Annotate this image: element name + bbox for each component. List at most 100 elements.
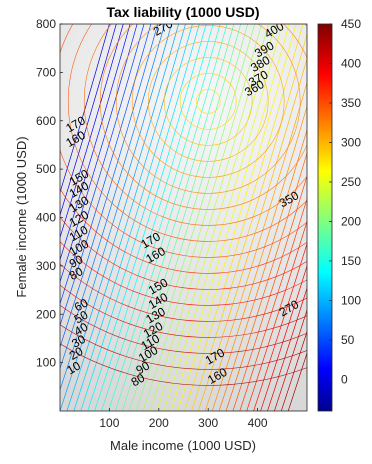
contour-ring [131,25,285,178]
contour-line [60,24,166,370]
contour-line [60,24,117,217]
contour-line [60,24,138,284]
contour-line [73,24,193,411]
x-tick-label: 400 [248,416,268,430]
contour-label: 90 [134,358,153,377]
x-tick-label: 100 [99,416,119,430]
contour-ring [60,216,307,290]
contour-label: 80 [129,370,148,389]
contour-ring [60,304,307,354]
colorbar: 0 50 100 150 200 250 300 350 400 450 [317,17,361,412]
x-tick-label: 200 [149,416,169,430]
contour-ring [60,188,307,274]
contour-ring [163,57,253,146]
contour-line [280,330,307,411]
x-axis-label: Male income (1000 USD) [110,438,256,453]
contour-line [184,24,304,411]
contour-line [260,264,307,411]
contour-line [142,24,262,411]
contour-line [204,81,307,411]
plot-area: 1701601501401301201101009080605040302010… [59,23,308,412]
contour-line [267,287,307,411]
contour-line [114,24,235,411]
colorbar-tick-label: 200 [341,214,361,228]
contour-line [239,197,307,411]
contour-line [149,24,269,411]
y-tick-label: 100 [36,356,56,370]
contour-label: 40 [72,320,91,339]
contour-ring [67,24,307,242]
y-tick-label: 600 [36,114,56,128]
chart-title: Tax liability (1000 USD) [106,4,259,20]
contour-line [156,24,276,411]
contour-label: 90 [67,252,86,271]
y-tick-label: 700 [36,65,56,79]
contour-line [197,57,307,411]
contour-ring [60,343,307,386]
contour-line [60,24,172,392]
contour-line [108,24,228,411]
contour-line [211,105,307,411]
contour-line [253,242,307,411]
contour-ring [179,73,237,130]
contour-ring [60,241,307,306]
contour-line [121,24,242,411]
contour-label: 80 [67,264,86,283]
contour-ring [83,24,307,226]
contour-ring [60,24,307,258]
y-tick-label: 800 [36,17,56,31]
colorbar-tick-label: 50 [341,333,355,347]
contour-line [177,24,297,411]
contour-line [170,24,290,411]
contour-ring [60,284,307,338]
contour-line [80,24,200,411]
contour-line [287,352,307,411]
x-axis-ticks: 100 200 300 400 [99,408,268,430]
colorbar-tick-label: 250 [341,175,361,189]
contour-line [163,24,283,411]
contour-line [60,24,159,349]
contour-label: 60 [72,295,91,314]
colorbar-tick-label: 300 [341,135,361,149]
contour-lines [60,24,307,411]
colorbar-tick-label: 450 [341,17,361,31]
contour-label: 20 [67,344,86,363]
contour-ring [115,24,301,194]
colorbar-tick-label: 100 [341,293,361,307]
contour-ring [99,24,307,210]
colorbar-tick-label: 150 [341,254,361,268]
colorbar-tick-label: 350 [341,96,361,110]
contour-line [66,24,186,411]
y-tick-label: 300 [36,259,56,273]
contour-ring [60,324,307,370]
contour-ring [195,89,221,114]
contour-line [60,24,110,194]
y-axis-ticks: 100 200 300 400 500 600 700 800 [36,17,63,370]
contour-line [60,24,179,411]
contour-line [94,24,214,411]
contour-ring [147,41,269,162]
contour-line [101,24,221,411]
colorbar-ticks: 0 50 100 150 200 250 300 350 400 450 [329,17,361,386]
contour-line [218,128,307,411]
contour-line [87,24,207,411]
contour-label: 10 [64,358,83,377]
colorbar-tick-label: 400 [341,56,361,70]
contour-line [60,24,124,239]
colorbar-gradient [317,23,333,412]
contour-line [274,308,307,411]
contour-line [128,24,249,411]
contour-label: 50 [72,308,91,327]
colorbar-tick-label: 0 [341,372,348,386]
contour-line [246,220,307,411]
y-tick-label: 500 [36,162,56,176]
contour-line [191,33,307,411]
contour-line [60,24,152,327]
contour-line [135,24,255,411]
contour-line [60,24,145,305]
contour-line [225,151,307,411]
contour-label: 30 [69,332,88,351]
y-tick-label: 200 [36,307,56,321]
y-tick-label: 400 [36,211,56,225]
